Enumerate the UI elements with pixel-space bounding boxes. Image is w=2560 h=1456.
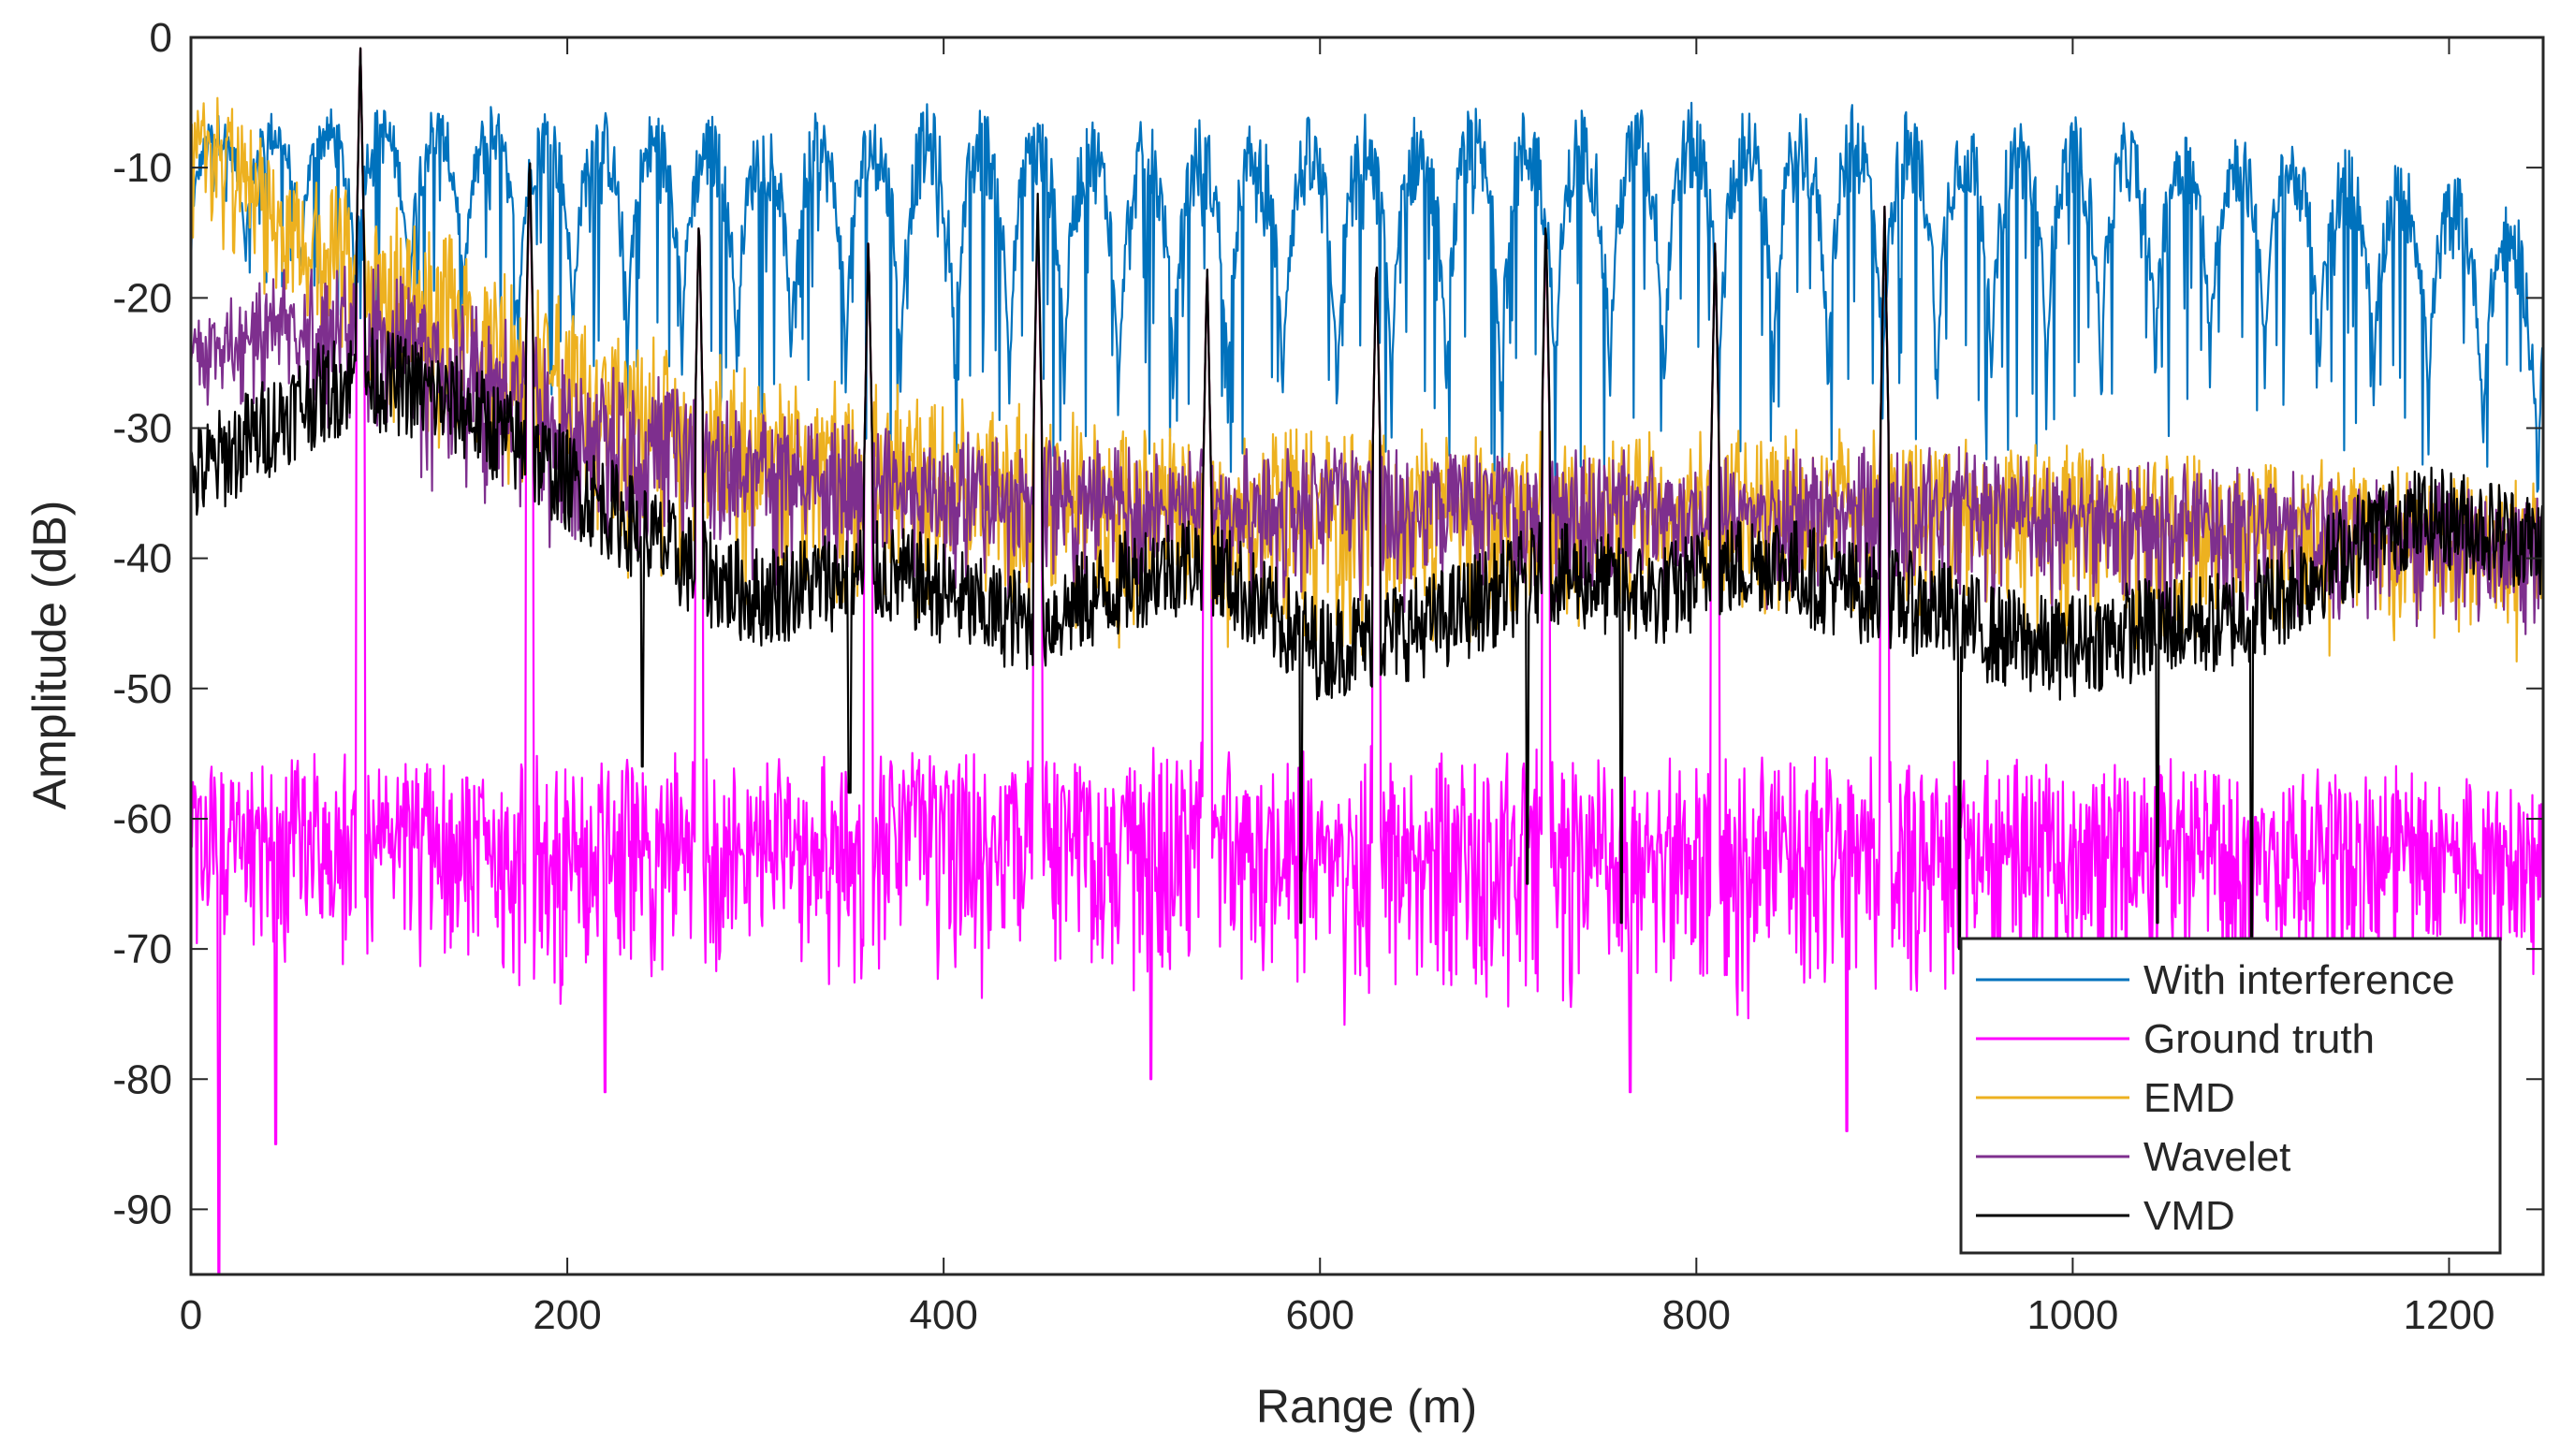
legend-label: EMD xyxy=(2143,1075,2235,1121)
y-axis-title: Amplitude (dB) xyxy=(23,501,76,810)
legend-label: Ground truth xyxy=(2143,1016,2375,1062)
legend: With interference Ground truth EMD Wavelet V… xyxy=(1959,937,2502,1255)
y-tick-label: -50 xyxy=(112,666,172,712)
series-line-wavelet xyxy=(191,47,2543,635)
series-line-with-interference xyxy=(191,101,2543,493)
x-tick-label: 400 xyxy=(909,1292,977,1338)
series-line-vmd xyxy=(191,47,2543,1015)
y-tick-label: -40 xyxy=(112,536,172,582)
x-axis-title: Range (m) xyxy=(1256,1380,1477,1433)
plot-area-frame xyxy=(189,36,2545,1276)
series-layer xyxy=(191,47,2543,1274)
y-tick-label: -30 xyxy=(112,405,172,451)
x-tick-label: 1200 xyxy=(2404,1292,2495,1338)
legend-box xyxy=(1959,937,2502,1255)
y-axis: 0 -10 -20 -30 -40 -50 -60 -70 -80 -90 xyxy=(112,15,2543,1232)
x-axis: 0 200 400 600 800 1000 1200 xyxy=(180,37,2495,1338)
y-tick-label: -80 xyxy=(112,1056,172,1102)
x-tick-label: 800 xyxy=(1662,1292,1731,1338)
x-tick-label: 200 xyxy=(533,1292,601,1338)
legend-label: With interference xyxy=(2143,957,2455,1003)
y-tick-label: -60 xyxy=(112,796,172,842)
x-tick-label: 1000 xyxy=(2026,1292,2118,1338)
x-tick-label: 0 xyxy=(180,1292,202,1338)
y-tick-label: -90 xyxy=(112,1187,172,1232)
legend-label: VMD xyxy=(2143,1193,2235,1239)
x-tick-label: 600 xyxy=(1286,1292,1354,1338)
series-line-ground-truth xyxy=(191,47,2543,1274)
y-tick-label: -20 xyxy=(112,275,172,321)
y-tick-label: 0 xyxy=(150,15,172,61)
y-tick-label: -10 xyxy=(112,145,172,191)
y-tick-label: -70 xyxy=(112,926,172,972)
legend-label: Wavelet xyxy=(2143,1134,2290,1180)
